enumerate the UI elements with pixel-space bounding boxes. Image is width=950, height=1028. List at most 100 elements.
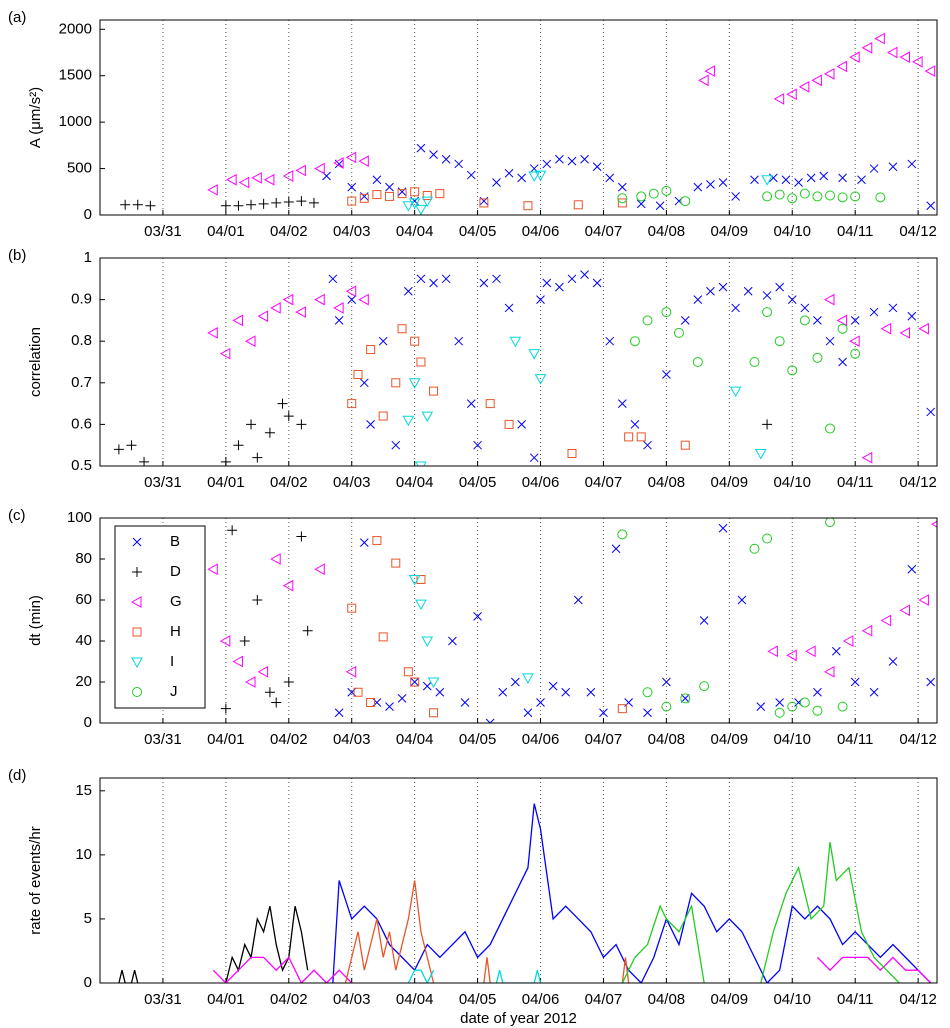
marker-circle — [850, 348, 861, 359]
y-tick-label: 0.5 — [71, 457, 92, 474]
marker-x — [762, 291, 772, 300]
marker-plus — [271, 697, 282, 708]
y-tick-label: 10 — [75, 846, 92, 863]
marker-x — [366, 420, 375, 429]
marker-x — [372, 698, 382, 707]
marker-x — [473, 612, 482, 621]
marker-x — [888, 657, 898, 666]
marker-triangle-down — [522, 673, 534, 684]
marker-x — [756, 702, 766, 711]
marker-plus — [762, 419, 773, 430]
marker-circle — [774, 707, 785, 718]
marker-triangle-down — [761, 175, 773, 186]
marker-square — [410, 677, 420, 687]
marker-square — [347, 603, 357, 613]
marker-square — [372, 190, 382, 200]
x-tick-label: 04/06 — [522, 731, 560, 748]
marker-triangle-left — [251, 172, 262, 184]
y-tick-label: 0.7 — [71, 374, 92, 391]
marker-x — [448, 636, 457, 646]
x-tick-label: 04/07 — [585, 731, 623, 748]
marker-square — [636, 432, 646, 442]
marker-x — [907, 311, 917, 321]
marker-x — [454, 336, 464, 346]
marker-x — [693, 295, 703, 304]
x-tick-label: 04/03 — [333, 474, 371, 491]
marker-triangle-left — [232, 314, 243, 327]
marker-triangle-left — [912, 55, 923, 68]
marker-triangle-down — [528, 349, 541, 360]
marker-x — [517, 420, 527, 429]
marker-x — [617, 399, 627, 408]
marker-x — [479, 278, 489, 288]
marker-square — [567, 449, 577, 459]
marker-x — [743, 286, 753, 296]
marker-x — [643, 440, 652, 450]
marker-plus — [258, 198, 269, 209]
plot-area — [207, 518, 937, 723]
marker-x — [422, 681, 432, 691]
marker-triangle-left — [773, 93, 785, 105]
marker-plus — [252, 595, 263, 605]
marker-triangle-left — [823, 665, 835, 678]
marker-circle — [661, 701, 672, 712]
marker-triangle-down — [402, 415, 415, 427]
y-axis-title: dt (min) — [27, 595, 44, 646]
marker-x — [888, 162, 898, 172]
marker-triangle-left — [899, 51, 911, 63]
x-tick-label: 03/31 — [144, 223, 182, 240]
marker-x — [800, 303, 810, 313]
marker-x — [630, 420, 640, 429]
marker-x — [718, 178, 728, 187]
marker-circle — [812, 352, 823, 363]
marker-x — [850, 316, 860, 325]
marker-triangle-down — [421, 636, 434, 648]
marker-plus — [139, 456, 150, 466]
plot-area — [120, 32, 936, 215]
marker-x — [473, 440, 482, 450]
x-tick-label: 04/04 — [396, 731, 434, 748]
marker-triangle-left — [823, 293, 835, 306]
marker-square — [132, 627, 142, 637]
marker-triangle-left — [207, 327, 218, 339]
marker-triangle-down — [415, 461, 427, 466]
y-tick-label: 0.8 — [71, 332, 92, 349]
marker-triangle-down — [415, 204, 427, 215]
marker-circle — [692, 357, 703, 367]
marker-circle — [762, 191, 773, 202]
marker-triangle-left — [899, 327, 911, 339]
marker-square — [378, 632, 388, 642]
x-tick-label: 04/11 — [837, 731, 873, 748]
marker-x — [857, 175, 866, 185]
marker-square — [403, 667, 413, 677]
marker-square — [416, 357, 426, 367]
marker-triangle-left — [874, 32, 885, 45]
y-tick-label: 40 — [75, 632, 92, 649]
marker-x — [907, 564, 917, 574]
marker-plus — [145, 200, 156, 211]
legend-box — [114, 525, 206, 709]
marker-triangle-down — [131, 657, 143, 669]
marker-x — [328, 274, 338, 284]
plot-frame — [99, 777, 938, 984]
marker-plus — [126, 440, 137, 451]
marker-x — [573, 595, 583, 605]
marker-circle — [661, 185, 672, 196]
marker-x — [926, 677, 936, 687]
marker-x — [404, 286, 413, 296]
marker-triangle-down — [402, 201, 415, 212]
marker-plus — [132, 567, 142, 577]
panel-label: (d) — [8, 767, 26, 784]
marker-x — [498, 687, 508, 697]
marker-circle — [774, 336, 785, 347]
marker-triangle-down — [427, 677, 440, 689]
marker-x — [454, 159, 464, 169]
marker-square — [353, 369, 363, 379]
marker-triangle-left — [345, 665, 357, 678]
marker-x — [441, 154, 451, 164]
y-tick-label: 60 — [75, 591, 92, 608]
marker-triangle-left — [918, 322, 929, 335]
marker-x — [819, 171, 829, 181]
series-line — [621, 841, 900, 983]
marker-triangle-left — [767, 645, 778, 658]
